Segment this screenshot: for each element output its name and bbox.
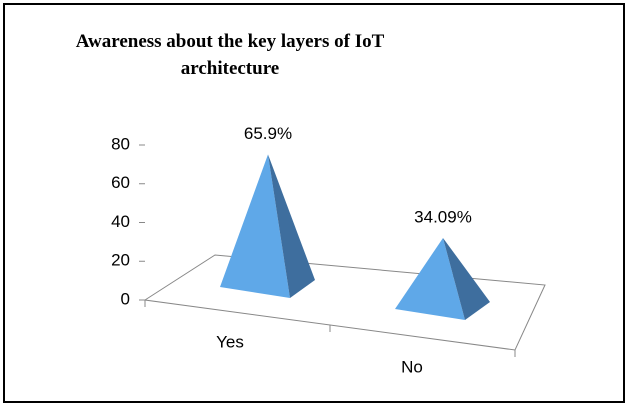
y-tick-label: 60	[111, 173, 130, 192]
pyramid-face	[443, 237, 490, 320]
pyramid-face	[220, 154, 290, 298]
data-label: 65.9%	[244, 124, 292, 143]
x-tick-label: No	[401, 357, 423, 376]
chart-title: Awareness about the key layers of IoT ar…	[75, 31, 385, 79]
x-tick-label: Yes	[216, 332, 244, 351]
y-tick-label: 40	[111, 212, 130, 231]
y-tick-label: 20	[111, 251, 130, 270]
pyramid-face	[268, 154, 315, 298]
pyramid-face	[395, 237, 465, 320]
y-tick-label: 0	[121, 289, 130, 308]
pyramid	[220, 154, 315, 298]
y-tick-label: 80	[111, 134, 130, 153]
chart-border	[3, 3, 625, 403]
pyramid	[395, 237, 490, 320]
data-label: 34.09%	[414, 207, 472, 226]
floor	[143, 254, 546, 351]
